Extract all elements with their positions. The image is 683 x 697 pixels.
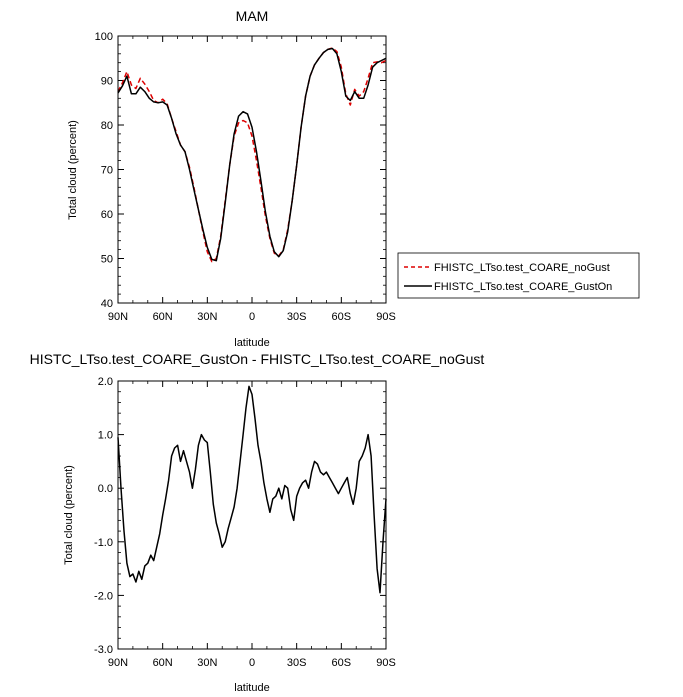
legend-box xyxy=(397,252,640,299)
bottom-x-tick-label: 30N xyxy=(197,657,217,669)
top-x-tick-label: 30S xyxy=(287,311,307,323)
top-y-tick-label: 70 xyxy=(101,165,113,177)
top-x-tick-label: 30N xyxy=(197,311,217,323)
bottom-x-tick-label: 60N xyxy=(153,657,173,669)
bottom-panel-ticks: -3.0 -2.0 -1.0 0.0 1.0 2.0 90N 60N 30N 0 30S 60S 90S xyxy=(94,376,396,669)
bottom-panel-plot-frame xyxy=(117,380,387,650)
top-y-tick-label: 100 xyxy=(95,31,113,43)
bottom-x-tick-label: 90N xyxy=(108,657,128,669)
legend-label-GustOn: FHISTC_LTso.test_COARE_GustOn xyxy=(434,281,612,293)
bottom-panel-title: HISTC_LTso.test_COARE_GustOn - FHISTC_LT… xyxy=(30,351,485,367)
bottom-panel-x-axis-label: latitude xyxy=(234,682,269,694)
top-y-tick-label: 40 xyxy=(101,298,113,310)
bottom-x-tick-label: 0 xyxy=(249,657,255,669)
bottom-y-tick-label: 1.0 xyxy=(98,430,113,442)
bottom-panel-series xyxy=(117,385,387,594)
top-x-tick-label: 90N xyxy=(108,311,128,323)
bottom-x-tick-label: 90S xyxy=(376,657,396,669)
bottom-y-tick-label: -3.0 xyxy=(94,644,113,656)
top-y-tick-label: 50 xyxy=(101,254,113,266)
bottom-y-tick-label: 0.0 xyxy=(98,483,113,495)
top-x-tick-label: 90S xyxy=(376,311,396,323)
top-panel-x-axis-label: latitude xyxy=(234,337,269,349)
top-y-tick-label: 80 xyxy=(101,120,113,132)
bottom-x-tick-label: 30S xyxy=(287,657,307,669)
bottom-y-tick-label: -1.0 xyxy=(94,537,113,549)
bottom-y-tick-label: -2.0 xyxy=(94,590,113,602)
bottom-panel-y-axis-label: Total cloud (percent) xyxy=(63,465,75,565)
bottom-panel: HISTC_LTso.test_COARE_GustOn - FHISTC_LT… xyxy=(30,351,485,694)
top-y-tick-label: 60 xyxy=(101,209,113,221)
legend-label-noGust: FHISTC_LTso.test_COARE_noGust xyxy=(434,262,610,274)
top-panel-series xyxy=(117,47,387,263)
bottom-series-line-0 xyxy=(117,385,387,594)
top-panel-plot-frame xyxy=(117,35,387,304)
top-x-tick-label: 0 xyxy=(249,311,255,323)
top-panel-ticks: 40 50 60 70 80 90 100 90N 60N 30N 0 30S 60S 90S xyxy=(95,31,396,323)
bottom-y-tick-label: 2.0 xyxy=(98,376,113,388)
legend: FHISTC_LTso.test_COARE_noGust FHISTC_LTs… xyxy=(397,252,640,299)
top-x-tick-label: 60N xyxy=(153,311,173,323)
top-series-line-0 xyxy=(117,47,387,263)
top-panel: MAM Total cloud (percent) latitude 40 50 6… xyxy=(67,8,396,349)
top-x-tick-label: 60S xyxy=(332,311,352,323)
top-panel-y-axis-label: Total cloud (percent) xyxy=(67,120,79,220)
bottom-x-tick-label: 60S xyxy=(332,657,352,669)
top-y-tick-label: 90 xyxy=(101,76,113,88)
top-series-line-1 xyxy=(117,47,387,262)
top-panel-title: MAM xyxy=(236,8,269,24)
